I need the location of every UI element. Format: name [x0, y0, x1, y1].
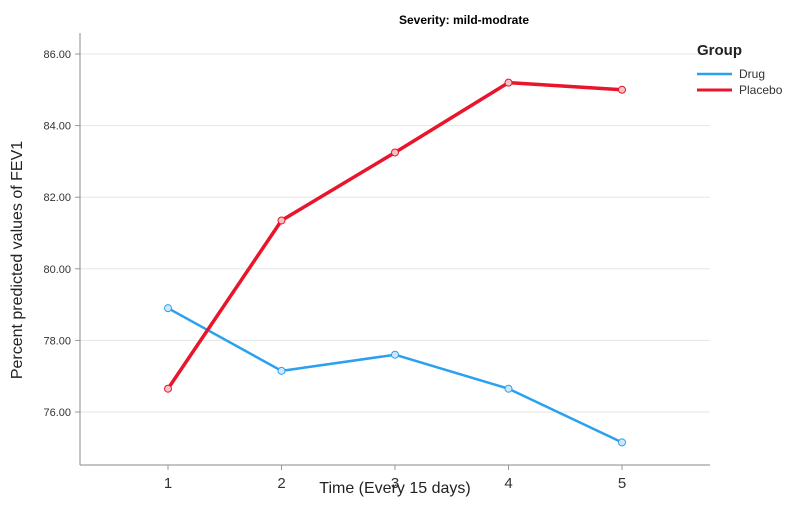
y-tick-label: 76.00 [43, 407, 71, 419]
series-line-placebo [166, 80, 624, 391]
x-tick-labels: 1 2 3 4 5 [164, 475, 626, 492]
y-tick-label: 84.00 [43, 121, 71, 133]
data-point-placebo [618, 85, 626, 94]
data-point-drug [618, 438, 626, 447]
data-point-placebo [164, 384, 172, 393]
legend: Group Drug Placebo [697, 42, 783, 97]
series-line-drug [166, 306, 624, 444]
data-point-drug [164, 304, 172, 313]
x-tick-label: 3 [391, 475, 399, 492]
x-axis-label: Time (Every 15 days) [319, 480, 470, 497]
legend-title: Group [697, 42, 742, 59]
y-tick-label: 78.00 [43, 335, 71, 347]
y-tick-label: 86.00 [43, 49, 71, 61]
x-tick-label: 2 [277, 475, 285, 492]
chart-title: Severity: mild-modrate [399, 13, 529, 27]
series-lines [164, 78, 626, 447]
legend-label-placebo: Placebo [739, 83, 783, 97]
data-point-drug [277, 366, 286, 375]
data-point-drug [391, 350, 399, 359]
data-point-placebo [391, 148, 399, 157]
y-tick-label: 80.00 [43, 264, 71, 276]
data-point-placebo [277, 216, 286, 225]
gridlines [80, 53, 710, 413]
y-tick-label: 82.00 [43, 192, 71, 204]
x-tick-label: 4 [504, 475, 512, 492]
x-tick-label: 1 [164, 475, 172, 492]
legend-label-drug: Drug [739, 67, 765, 81]
x-tick-label: 5 [618, 475, 626, 492]
data-point-drug [504, 384, 513, 393]
data-point-placebo [504, 78, 513, 87]
y-axis-label: Percent predicted values of FEV1 [9, 141, 26, 379]
axes [75, 33, 710, 470]
y-tick-labels: 76.00 78.00 80.00 82.00 84.00 86.00 [43, 49, 71, 419]
